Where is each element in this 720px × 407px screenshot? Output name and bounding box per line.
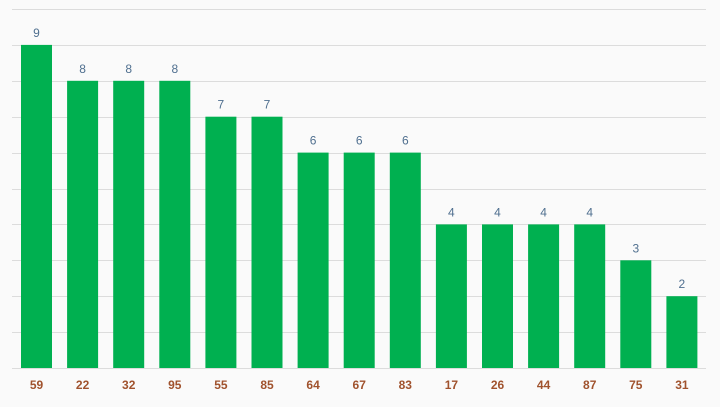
x-tick-label: 95 bbox=[168, 378, 182, 392]
bar-layer bbox=[21, 44, 698, 369]
bar-value-label: 6 bbox=[356, 134, 363, 148]
bar-value-label: 8 bbox=[79, 62, 86, 76]
bar bbox=[21, 44, 52, 369]
bar-value-label: 6 bbox=[310, 134, 317, 148]
x-tick-label: 44 bbox=[537, 378, 551, 392]
bar bbox=[113, 80, 145, 369]
x-tick-label: 55 bbox=[214, 378, 228, 392]
bar-value-label: 2 bbox=[679, 277, 686, 291]
x-tick-label: 32 bbox=[122, 378, 136, 392]
bar bbox=[482, 224, 513, 368]
x-tick-label: 87 bbox=[583, 378, 597, 392]
x-tick-label: 26 bbox=[491, 378, 505, 392]
bar-value-label: 3 bbox=[632, 241, 639, 255]
x-axis-tick-layer: 59 22 32 95 55 85 64 67 83 17 26 44 87 75 31 bbox=[30, 378, 689, 392]
x-tick-label: 67 bbox=[353, 378, 367, 392]
bar-value-label: 8 bbox=[171, 62, 178, 76]
x-tick-label: 17 bbox=[445, 378, 459, 392]
bar bbox=[205, 116, 237, 368]
bar bbox=[620, 260, 652, 368]
bar bbox=[297, 152, 329, 368]
bar bbox=[159, 80, 191, 369]
bar bbox=[574, 224, 606, 368]
bar-value-label: 8 bbox=[125, 62, 132, 76]
bar bbox=[67, 80, 99, 369]
x-tick-label: 75 bbox=[629, 378, 643, 392]
x-tick-label: 85 bbox=[260, 378, 274, 392]
bar bbox=[435, 224, 467, 368]
x-tick-label: 22 bbox=[76, 378, 90, 392]
x-tick-label: 64 bbox=[306, 378, 320, 392]
x-tick-label: 59 bbox=[30, 378, 44, 392]
bar bbox=[251, 116, 283, 368]
bar-value-label: 9 bbox=[33, 26, 40, 40]
x-tick-label: 83 bbox=[399, 378, 413, 392]
x-tick-label: 31 bbox=[675, 378, 689, 392]
bar-value-label: 4 bbox=[494, 205, 501, 219]
bar-value-label: 4 bbox=[448, 205, 455, 219]
bar bbox=[343, 152, 375, 368]
bar-value-label: 6 bbox=[402, 134, 409, 148]
bar-value-label: 4 bbox=[586, 205, 593, 219]
bar-value-label: 4 bbox=[540, 205, 547, 219]
bar-value-label: 7 bbox=[218, 98, 225, 112]
bar bbox=[528, 224, 560, 368]
bar-value-label: 7 bbox=[264, 98, 271, 112]
bar bbox=[389, 152, 421, 368]
value-label-layer: 9 8 8 8 7 7 6 6 6 4 4 4 4 3 2 bbox=[33, 26, 685, 291]
bar bbox=[666, 296, 698, 368]
